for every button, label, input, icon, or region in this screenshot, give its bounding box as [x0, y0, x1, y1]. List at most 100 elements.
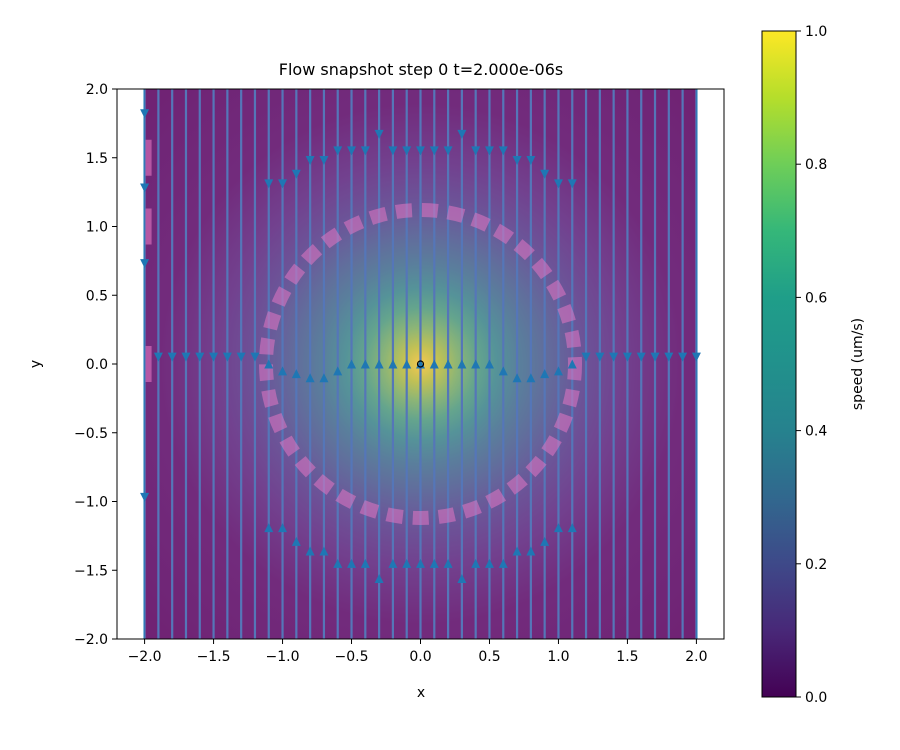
colorbar-ticks: 0.0 0.2 0.4 0.6 0.8 1.0 [796, 24, 827, 706]
arrow-down [319, 156, 329, 165]
arrow-down [402, 146, 412, 156]
arrow-down [443, 146, 453, 156]
arrow-down [360, 146, 370, 156]
colorbar-label: speed (um/s) [850, 318, 866, 410]
arrow-up [360, 359, 370, 369]
arrow-up [374, 574, 384, 583]
arrow-up [540, 369, 550, 379]
arrow-down [140, 183, 150, 193]
y-tick-label: 0.0 [86, 357, 108, 373]
streamline-arrows [140, 109, 701, 583]
arrow-up [333, 558, 343, 568]
arrow-down [650, 352, 660, 362]
y-axis-label: y [28, 360, 44, 368]
y-tick-label: 1.5 [86, 151, 108, 167]
y-tick-label: 1.0 [86, 220, 108, 236]
arrow-up [360, 558, 370, 568]
x-tick-label: −2.0 [128, 649, 162, 665]
x-tick-label: −1.0 [266, 649, 300, 665]
x-tick-label: 1.0 [547, 649, 569, 665]
arrow-down [305, 156, 315, 165]
arrow-up [443, 558, 453, 568]
arrow-up [471, 359, 481, 369]
arrow-up [526, 546, 536, 556]
arrow-down [416, 146, 425, 156]
arrow-down [429, 146, 439, 156]
arrow-down [181, 352, 191, 362]
arrow-up [484, 359, 494, 369]
arrow-down [388, 146, 398, 156]
arrow-down [512, 156, 522, 165]
arrow-up [471, 558, 481, 568]
arrow-up [457, 359, 467, 369]
arrow-down [333, 146, 343, 156]
y-tick-label: −1.0 [74, 495, 108, 511]
arrow-down [457, 129, 467, 139]
x-tick-label: 0.5 [478, 649, 500, 665]
arrow-up [567, 359, 577, 369]
arrow-up [526, 373, 536, 383]
arrow-up [291, 536, 301, 546]
x-tick-label: −1.5 [197, 649, 231, 665]
center-marker [416, 360, 425, 368]
arrow-up [443, 359, 453, 369]
colorbar-tick-label: 0.8 [805, 157, 827, 173]
arrow-up [278, 366, 288, 376]
arrow-up [512, 546, 522, 556]
arrow-up [498, 366, 508, 376]
arrow-down [140, 109, 150, 119]
colorbar-tick-label: 0.4 [805, 424, 827, 440]
arrow-up [264, 359, 274, 369]
arrow-up [429, 558, 439, 568]
arrow-up [567, 523, 577, 533]
y-tick-label: 0.5 [86, 288, 108, 304]
arrow-up [553, 523, 563, 533]
arrow-down [622, 352, 632, 362]
x-tick-label: 0.0 [409, 649, 431, 665]
arrow-up [305, 546, 315, 556]
y-axis-ticks: −2.0 −1.5 −1.0 −0.5 0.0 0.5 1.0 1.5 2.0 [74, 82, 117, 648]
arrow-up [388, 359, 398, 369]
arrow-up [484, 558, 494, 568]
arrow-down [484, 146, 494, 156]
arrow-up [319, 373, 329, 383]
arrow-down [140, 492, 150, 502]
arrow-down [209, 352, 219, 362]
arrow-down [553, 179, 563, 189]
arrow-down [678, 352, 688, 362]
arrow-up [264, 523, 274, 533]
x-axis-ticks: −2.0 −1.5 −1.0 −0.5 0.0 0.5 1.0 1.5 2.0 [128, 639, 708, 665]
arrow-down [264, 179, 274, 189]
arrow-down [153, 352, 163, 362]
arrow-down [347, 146, 357, 156]
y-tick-label: −2.0 [74, 632, 108, 648]
arrow-down [595, 352, 605, 362]
arrow-up [498, 558, 508, 568]
arrow-down [140, 259, 150, 269]
arrow-down [664, 352, 674, 362]
y-tick-label: −1.5 [74, 563, 108, 579]
colorbar [761, 30, 797, 698]
arrow-down [167, 352, 177, 362]
x-tick-label: 2.0 [685, 649, 707, 665]
y-tick-label: −0.5 [74, 426, 108, 442]
arrow-down [250, 352, 260, 362]
chart-title: Flow snapshot step 0 t=2.000e-06s [279, 60, 563, 79]
colorbar-tick-label: 0.6 [805, 290, 827, 306]
arrow-down [526, 156, 536, 165]
x-axis-label: x [417, 685, 425, 701]
y-tick-label: 2.0 [86, 82, 108, 98]
arrow-down [636, 352, 646, 362]
arrow-up [402, 359, 412, 369]
arrow-up [402, 558, 412, 568]
arrow-down [691, 352, 701, 362]
arrow-up [347, 359, 357, 369]
arrow-down [540, 169, 550, 179]
arrow-up [553, 366, 563, 376]
x-tick-label: −0.5 [335, 649, 369, 665]
boundary-circle [258, 203, 583, 525]
arrow-up [416, 558, 425, 568]
arrow-up [457, 574, 467, 583]
arrow-down [222, 352, 232, 362]
